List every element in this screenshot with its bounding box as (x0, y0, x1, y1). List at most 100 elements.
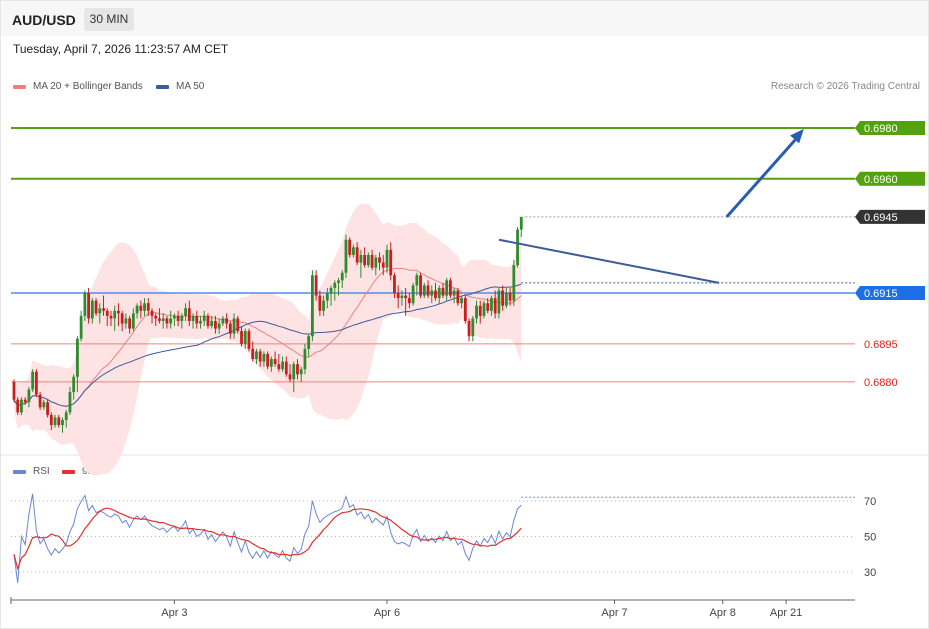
candle-body (258, 351, 262, 362)
candle-body (411, 285, 415, 304)
candle-body (31, 371, 35, 390)
level-tag-text: 0.6945 (864, 212, 898, 224)
candle-body (42, 402, 46, 408)
candle-body (158, 318, 161, 321)
candle-body (497, 290, 501, 314)
candle-body (430, 290, 434, 296)
panel-separator (1, 454, 928, 456)
candle-body (359, 254, 363, 263)
rsi-tick-70: 70 (864, 496, 876, 508)
copyright-text: Research © 2026 Trading Central (770, 81, 920, 92)
candle-body (79, 315, 83, 339)
timeframe-button[interactable]: 30 MIN (84, 8, 134, 31)
candle-body (105, 310, 109, 316)
candle-body (370, 254, 374, 268)
candle-body (76, 338, 79, 377)
level-tag-0.6980: 0.6980 (855, 121, 925, 136)
candle-body (519, 216, 523, 230)
candle-body (277, 364, 281, 370)
candle-body (516, 229, 519, 266)
x-tick-label-Apr 6: Apr 6 (374, 607, 400, 619)
candle-body (94, 300, 98, 314)
candle-body (311, 275, 314, 337)
candle-body (165, 318, 169, 324)
rsi-tick-50: 50 (864, 532, 876, 544)
candle-body (64, 412, 68, 420)
candle-body (355, 247, 359, 263)
candle-body (508, 293, 512, 301)
candle-body (475, 305, 478, 319)
legend-rsi-label: RSI (33, 466, 50, 477)
candle-body (396, 293, 400, 299)
level-tag-bg (855, 286, 925, 301)
candle-body (329, 287, 333, 294)
candle-body (113, 310, 117, 319)
level-tag-bg (855, 121, 925, 136)
candle-body (120, 313, 124, 324)
candle-body (378, 257, 381, 263)
candle-body (463, 298, 467, 321)
candle-body (426, 285, 430, 296)
candle-body (456, 290, 460, 304)
candle-body (292, 364, 296, 380)
candle-body (478, 305, 482, 316)
candle-body (210, 320, 214, 327)
legend-bollinger-label: MA 20 + Bollinger Bands (33, 81, 143, 92)
candle-body (501, 290, 505, 306)
candle-body (381, 262, 385, 268)
symbol-title: AUD/USD (12, 12, 76, 28)
candle-body (314, 275, 318, 296)
candle-body (504, 293, 508, 306)
level-tag-text: 0.6960 (864, 174, 898, 186)
candle-body (146, 303, 150, 311)
candle-body (184, 308, 187, 316)
candle-body (366, 254, 370, 266)
candle-body (337, 280, 340, 283)
candle-body (72, 376, 76, 393)
candle-body (255, 351, 258, 360)
candle-body (57, 417, 61, 426)
candle-body (460, 298, 463, 304)
candle-body (247, 331, 251, 349)
candle-body (437, 287, 441, 299)
candle-body (49, 414, 53, 426)
candle-body (400, 295, 404, 299)
candle-body (232, 318, 236, 334)
candle-body (12, 381, 16, 400)
level-tag-bg (855, 171, 925, 186)
level-tag-bg (855, 209, 925, 224)
level-tag-0.6915: 0.6915 (855, 286, 925, 301)
candle-body (393, 275, 396, 294)
candle-body (434, 290, 437, 299)
candle-body (240, 331, 243, 344)
candle-body (251, 348, 255, 360)
rsi-ma-line (13, 507, 522, 571)
candle-body (467, 320, 471, 337)
ma50-line (13, 283, 522, 407)
candle-body (191, 315, 195, 321)
candle-body (199, 320, 202, 324)
candle-body (299, 369, 303, 375)
candle-body (23, 399, 27, 403)
level-label-0.6895: 0.6895 (864, 339, 898, 351)
candle-body (449, 280, 452, 296)
candle-body (139, 305, 143, 311)
candle-body (217, 323, 221, 329)
candle-body (415, 275, 419, 286)
candle-body (441, 287, 445, 296)
candle-body (128, 318, 132, 329)
ma20-line (13, 267, 522, 407)
candle-body (154, 315, 158, 319)
legend-bollinger: MA 20 + Bollinger Bands (13, 81, 143, 92)
candle-body (288, 374, 292, 380)
legend-ma50: MA 50 (156, 81, 204, 92)
x-tick-label-Apr 8: Apr 8 (710, 607, 736, 619)
candle-body (221, 318, 225, 324)
candle-body (325, 293, 329, 301)
legend-ma50-label: MA 50 (176, 81, 205, 92)
x-tick-label-Apr 7: Apr 7 (601, 607, 627, 619)
candle-body (236, 318, 240, 332)
legend-rsi-ma-swatch (62, 469, 75, 474)
candle-body (493, 298, 497, 314)
candle-body (243, 331, 247, 344)
